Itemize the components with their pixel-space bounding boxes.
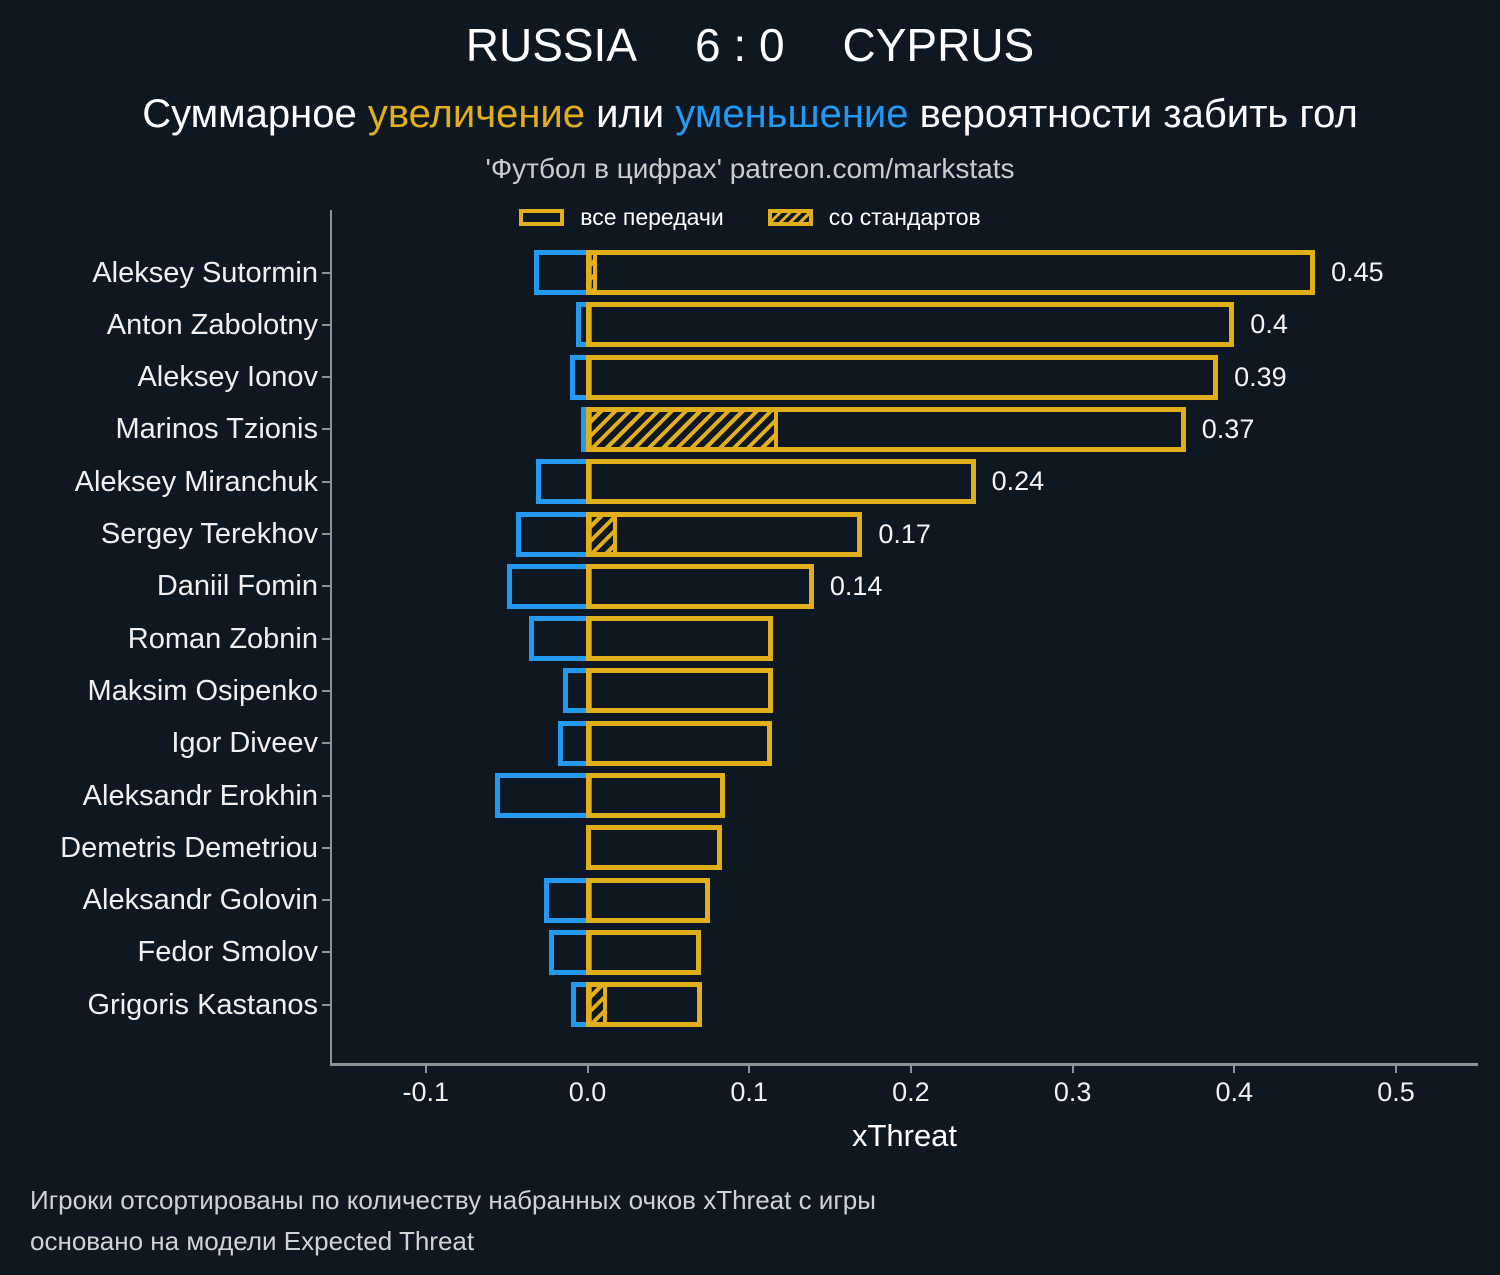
bar-positive [585,563,814,609]
chart-subtitle: Суммарное увеличение или уменьшение веро… [0,92,1500,137]
x-tick [909,1066,912,1073]
player-name: Aleksey Ionov [137,361,318,394]
bar-positive [585,929,701,975]
player-name: Aleksandr Golovin [82,884,318,917]
x-tick [586,1066,589,1073]
bar-value-label: 0.45 [1331,257,1384,287]
legend-swatch-set-pieces [767,209,813,226]
bar-value-label: 0.4 [1250,309,1288,340]
legend-swatch-all-passes [519,209,565,226]
y-tick [322,899,331,902]
bar-value-label: 0.17 [878,518,931,549]
y-tick [322,585,331,588]
y-tick [322,480,331,483]
legend-label-set-pieces: со стандартов [828,204,981,230]
player-name: Roman Zobnin [127,622,318,655]
y-tick [322,376,331,379]
x-tick-label: -0.1 [402,1077,450,1107]
bar-value-label: 0.39 [1234,361,1287,392]
match-score: 6 : 0 [695,19,785,71]
bar-positive [585,825,722,871]
bar-negative [495,773,593,818]
bar-negative [535,459,593,505]
player-name: Igor Diveev [171,727,318,760]
bar-set-pieces [585,406,779,452]
match-title: RUSSIA 6 : 0 CYPRUS [0,18,1500,72]
bar-value-label: 0.37 [1201,413,1255,444]
bar-positive [585,773,725,818]
bar-positive [585,250,1316,295]
y-axis-spine [330,210,332,1063]
subtitle-segment-gold: увеличение [367,92,585,136]
y-tick [322,794,331,797]
player-name: Aleksey Sutormin [92,256,318,289]
bar-set-pieces [585,982,607,1028]
bar-positive [585,668,774,714]
y-tick [322,323,331,326]
x-tick [1071,1066,1074,1073]
bar-value-label: 0.14 [829,570,883,601]
footnote-line-1: Игроки отсортированы по количеству набра… [30,1185,876,1215]
player-name: Fedor Smolov [137,936,318,969]
home-team-name: RUSSIA [465,19,638,71]
attribution-text: 'Футбол в цифрах' patreon.com/markstats [485,153,1015,184]
bar-positive [585,354,1219,400]
player-name: Maksim Osipenko [87,674,318,707]
y-tick [322,846,331,849]
x-tick-label: 0.3 [1053,1077,1092,1107]
bar-positive [585,720,772,766]
bar-positive [585,616,774,662]
y-tick [322,742,331,745]
player-name: Daniil Fomin [156,570,318,603]
subtitle-segment-white: вероятности забить гол [908,92,1358,136]
bar-negative [529,616,593,662]
bar-positive [585,302,1235,348]
footnote-line-2: основано на модели Expected Threat [30,1226,475,1256]
y-tick [322,689,331,692]
x-tick [1233,1066,1236,1073]
away-team-name: CYPRUS [842,19,1035,71]
bar-positive [585,511,863,557]
y-tick [322,428,331,431]
player-name: Anton Zabolotny [106,308,318,341]
subtitle-segment-white: или [585,92,676,136]
y-tick [322,951,331,954]
y-tick [322,1003,331,1006]
x-tick-label: 0.2 [892,1077,930,1107]
legend-label-all-passes: все передачи [580,204,724,230]
x-tick-label: 0.5 [1377,1077,1415,1107]
x-tick-label: 0.4 [1215,1077,1254,1107]
y-tick [322,271,331,274]
player-name: Aleksandr Erokhin [82,779,318,812]
bar-negative [506,563,593,609]
player-name: Sergey Terekhov [100,518,318,550]
bar-set-pieces [585,511,617,557]
bar-positive [585,459,976,505]
y-tick [322,637,331,640]
x-axis-spine [330,1063,1478,1066]
x-tick [748,1066,751,1073]
subtitle-segment-blue: уменьшение [675,92,909,136]
bar-negative [534,250,593,295]
player-name: Marinos Tzionis [115,413,318,446]
x-tick-label: 0.1 [730,1077,768,1107]
player-name: Aleksey Miranchuk [74,465,318,498]
x-tick [1395,1066,1397,1073]
bar-negative [516,511,593,557]
x-tick-label: 0.0 [568,1077,607,1107]
y-tick [322,533,331,535]
bar-value-label: 0.24 [991,466,1045,497]
x-tick [424,1066,427,1073]
x-axis-title: xThreat [851,1118,958,1153]
legend: все передачи со стандартов [0,204,1500,231]
subtitle-segment-white: Суммарное [142,92,368,136]
player-name: Demetris Demetriou [60,831,318,864]
bar-set-pieces [585,250,598,295]
bar-positive [585,877,711,923]
footnote: Игроки отсортированы по количеству набра… [30,1180,876,1262]
player-name: Grigoris Kastanos [87,988,319,1021]
